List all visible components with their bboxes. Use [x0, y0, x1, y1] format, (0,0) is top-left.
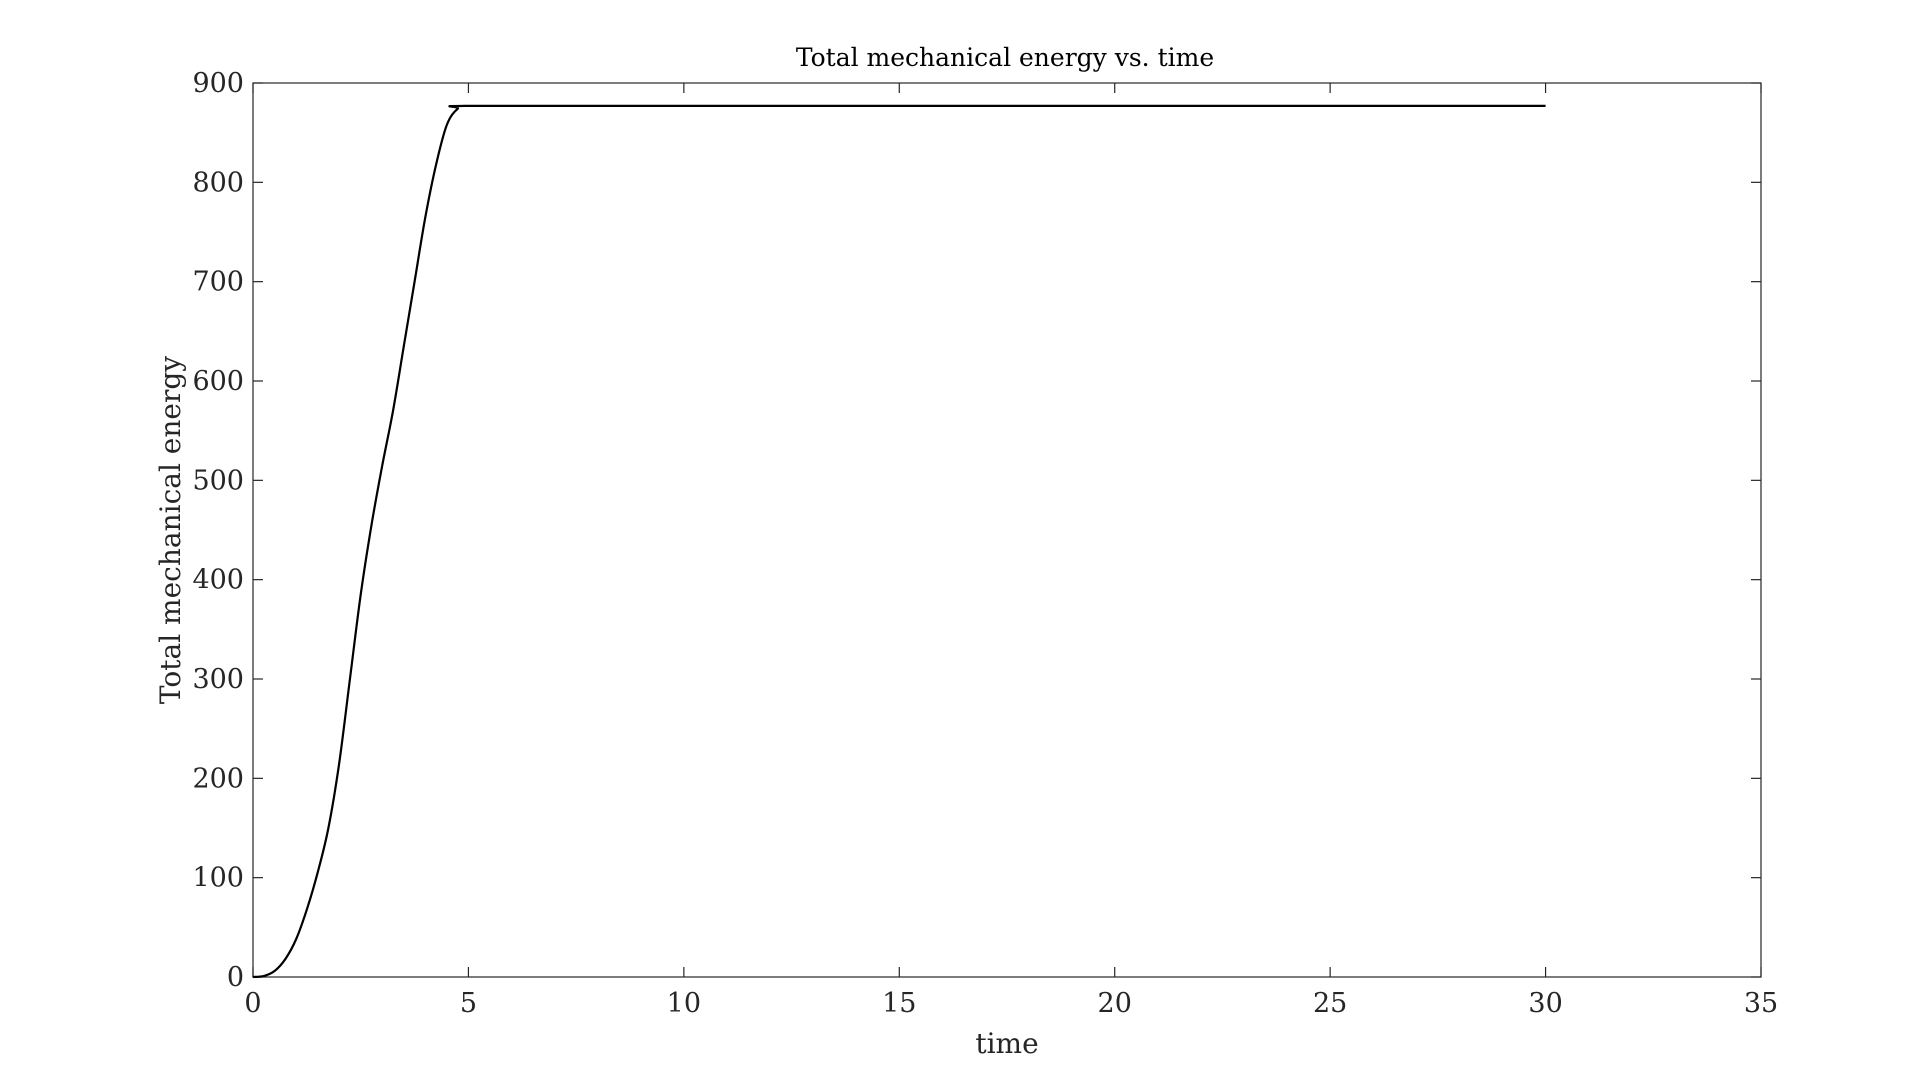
x-axis-ticks: 0 5 10 15 20 25 30 35 [244, 83, 1778, 1019]
x-tick-label: 0 [244, 988, 261, 1019]
chart-title: Total mechanical energy vs. time [796, 43, 1214, 72]
y-tick-label: 300 [192, 664, 244, 695]
x-tick-label: 20 [1098, 988, 1132, 1019]
x-tick-label: 35 [1744, 988, 1778, 1019]
plot-area-box [252, 82, 1762, 978]
y-axis-ticks: 0 100 200 300 400 500 600 700 800 900 [192, 68, 1761, 993]
series-line [252, 104, 1546, 979]
y-tick-label: 100 [192, 863, 244, 894]
y-tick-label: 900 [192, 68, 244, 99]
y-tick-label: 400 [192, 565, 244, 596]
y-tick-label: 800 [192, 167, 244, 198]
y-tick-label: 200 [192, 763, 244, 794]
x-tick-label: 30 [1528, 988, 1562, 1019]
series-layer [252, 104, 1546, 979]
x-tick-label: 10 [667, 988, 701, 1019]
y-tick-label: 700 [192, 267, 244, 298]
x-axis-label: time [975, 1027, 1038, 1060]
y-axis-label: Total mechanical energy [154, 356, 187, 704]
x-tick-label: 25 [1313, 988, 1347, 1019]
y-tick-label: 0 [227, 962, 244, 993]
y-tick-label: 600 [192, 366, 244, 397]
x-tick-label: 15 [882, 988, 916, 1019]
x-tick-label: 5 [460, 988, 477, 1019]
y-tick-label: 500 [192, 465, 244, 496]
